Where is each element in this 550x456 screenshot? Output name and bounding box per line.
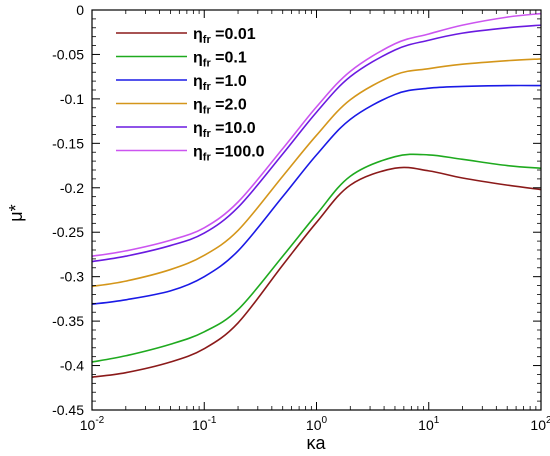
legend-label-5: ηfr =10.0 [193, 120, 256, 140]
y-tick-label: -0.45 [52, 402, 84, 418]
y-axis-label: μ* [6, 204, 26, 221]
legend-label-1: ηfr =0.01 [193, 26, 256, 46]
series-line-3 [91, 84, 542, 306]
legend: ηfr =0.01 ηfr =0.1 ηfr =1.0 ηfr =2.0 ηfr =10… [116, 26, 265, 164]
x-tick-label: 101 [418, 415, 440, 433]
legend-label-6: ηfr =100.0 [193, 144, 265, 164]
series-line-2 [91, 153, 542, 363]
plot-frame [91, 9, 542, 411]
y-tick-label: -0.3 [60, 269, 84, 285]
x-axis-label: κa [306, 433, 326, 453]
y-tick-label: -0.05 [52, 46, 84, 62]
y-tick-label: -0.25 [52, 224, 84, 240]
y-tick-label: -0.4 [60, 358, 84, 374]
y-tick-label: -0.1 [60, 91, 84, 107]
series-line-5 [91, 24, 542, 263]
x-tick-label: 10-2 [80, 415, 105, 433]
series-line-6 [91, 12, 542, 258]
y-tick-label: -0.35 [52, 313, 84, 329]
series-layer [91, 12, 542, 378]
x-tick-label: 100 [306, 415, 328, 433]
legend-label-3: ηfr =1.0 [193, 73, 247, 93]
series-line-1 [91, 166, 542, 378]
y-tick-label: 0 [76, 2, 84, 18]
y-tick-label: -0.2 [60, 180, 84, 196]
legend-label-2: ηfr =0.1 [193, 50, 247, 70]
x-tick-label: 10-1 [192, 415, 217, 433]
y-tick-label: -0.15 [52, 135, 84, 151]
tick-layer: 10-2 10-1 100 101 102 0 -0.05 -0.1 -0.15 -0.2 -0.2… [52, 2, 550, 433]
legend-label-4: ηfr =2.0 [193, 97, 247, 117]
x-tick-label: 102 [530, 415, 550, 433]
series-line-4 [91, 58, 542, 288]
